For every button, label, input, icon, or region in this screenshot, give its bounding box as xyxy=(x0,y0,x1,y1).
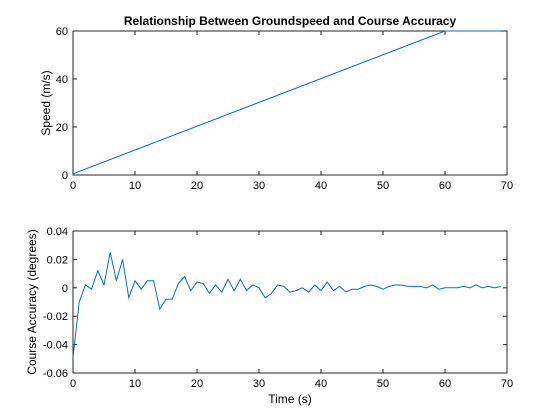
x-tick-label: 20 xyxy=(191,378,203,390)
speed-series-line xyxy=(72,30,501,175)
x-tick-label: 10 xyxy=(129,378,141,390)
y-tick-label: 60 xyxy=(56,26,68,38)
chart-title: Relationship Between Groundspeed and Cou… xyxy=(124,14,457,28)
x-tick-label: 50 xyxy=(377,378,389,390)
x-tick-label: 20 xyxy=(191,180,203,192)
top-ticks: 0 10 20 30 40 50 60 70 0 20 40 60 xyxy=(56,26,513,192)
y-tick-label: -0.06 xyxy=(43,368,68,380)
top-plot-frame xyxy=(72,30,508,176)
y-tick-label: 20 xyxy=(56,122,68,134)
x-tick-label: 60 xyxy=(439,180,451,192)
y-tick-label: -0.02 xyxy=(43,311,68,323)
x-tick-label: 50 xyxy=(377,180,389,192)
top-y-axis-label: Speed (m/s) xyxy=(39,70,53,135)
x-tick-label: 30 xyxy=(253,378,265,390)
x-tick-label: 0 xyxy=(70,180,76,192)
top-subplot: Relationship Between Groundspeed and Cou… xyxy=(39,14,513,192)
x-tick-label: 60 xyxy=(439,378,451,390)
bottom-x-axis-label: Time (s) xyxy=(268,392,312,406)
y-tick-label: 0 xyxy=(62,283,68,295)
bottom-y-axis-label: Course Accuracy (degrees) xyxy=(25,229,39,374)
x-tick-label: 70 xyxy=(501,180,513,192)
y-tick-label: 0.04 xyxy=(47,226,68,238)
x-tick-label: 40 xyxy=(315,180,327,192)
y-tick-label: 0.02 xyxy=(47,254,68,266)
x-tick-label: 30 xyxy=(253,180,265,192)
y-tick-label: 40 xyxy=(56,74,68,86)
bottom-plot-frame xyxy=(72,230,508,374)
y-tick-label: 0 xyxy=(62,170,68,182)
x-tick-label: 0 xyxy=(70,378,76,390)
bottom-subplot: Time (s) Course Accuracy (degrees) 0 10 20… xyxy=(25,226,513,406)
y-tick-label: -0.04 xyxy=(43,340,68,352)
x-tick-label: 10 xyxy=(129,180,141,192)
x-tick-label: 70 xyxy=(501,378,513,390)
x-tick-label: 40 xyxy=(315,378,327,390)
bottom-ticks: 0 10 20 30 40 50 60 70 -0.06 -0.04 -0.02 0 0.02 0.04 xyxy=(43,226,513,390)
course-accuracy-series-line xyxy=(72,252,501,358)
